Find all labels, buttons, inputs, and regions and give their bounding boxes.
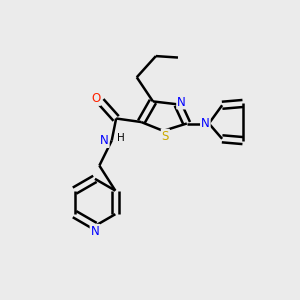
Text: O: O xyxy=(91,92,100,105)
Text: N: N xyxy=(91,225,99,238)
Text: N: N xyxy=(177,95,186,109)
Text: H: H xyxy=(117,133,124,142)
Text: N: N xyxy=(100,134,109,147)
Text: S: S xyxy=(162,130,169,143)
Text: N: N xyxy=(201,117,210,130)
